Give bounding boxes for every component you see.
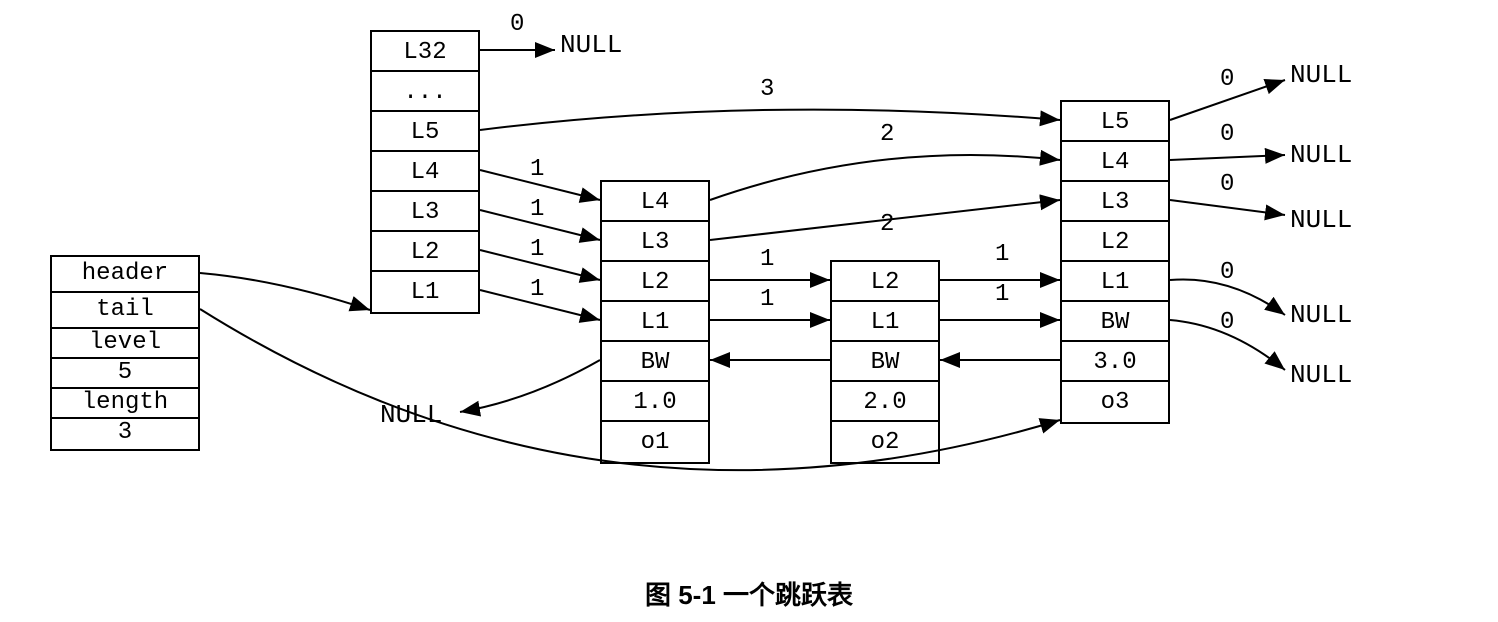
node-cell: L3 <box>1062 182 1168 222</box>
arrow <box>1170 80 1285 120</box>
node-cell: L1 <box>602 302 708 342</box>
arrow-span-label: 1 <box>530 276 544 303</box>
skiplist-struct: headertaillevel5length3 <box>50 255 200 451</box>
node-cell: L2 <box>372 232 478 272</box>
arrow-span-label: 0 <box>1220 66 1234 93</box>
arrow <box>460 360 600 412</box>
node-cell: L2 <box>602 262 708 302</box>
arrow <box>710 155 1060 200</box>
arrow-span-label: 0 <box>1220 121 1234 148</box>
node-cell: BW <box>602 342 708 382</box>
arrow <box>710 200 1060 240</box>
diagram-container: 0 3 1 1 1 1 2 2 1 1 1 1 0 0 0 0 0 图 5-1 一个跳跃表 headertail… <box>0 0 1498 622</box>
arrow-span-label: 0 <box>1220 309 1234 336</box>
node-cell: L2 <box>832 262 938 302</box>
node-cell: L32 <box>372 32 478 72</box>
null-label: NULL <box>1290 360 1352 390</box>
arrow-span-label: 1 <box>995 241 1009 268</box>
node-cell: tail <box>52 293 198 329</box>
arrow <box>480 250 600 280</box>
node-cell: ... <box>372 72 478 112</box>
arrow-span-label: 1 <box>995 281 1009 308</box>
arrow-span-label: 1 <box>530 156 544 183</box>
node-cell: L1 <box>372 272 478 312</box>
arrow-span-label: 3 <box>760 76 774 103</box>
node-cell: L1 <box>832 302 938 342</box>
node-cell: L3 <box>372 192 478 232</box>
arrow-span-label: 0 <box>1220 259 1234 286</box>
arrow-span-label: 1 <box>530 196 544 223</box>
arrow-span-label: 1 <box>530 236 544 263</box>
arrow-span-label: 2 <box>880 211 894 238</box>
node-cell: o2 <box>832 422 938 462</box>
node-cell: BW <box>1062 302 1168 342</box>
node-cell: L1 <box>1062 262 1168 302</box>
arrow <box>480 110 1060 130</box>
node-cell: L4 <box>1062 142 1168 182</box>
node-cell: 3.0 <box>1062 342 1168 382</box>
node-cell: L2 <box>1062 222 1168 262</box>
null-label: NULL <box>380 400 442 430</box>
node-cell: L3 <box>602 222 708 262</box>
arrow <box>200 273 370 310</box>
node-cell: level <box>52 329 198 359</box>
node-cell: L5 <box>372 112 478 152</box>
node-cell: 5 <box>52 359 198 389</box>
arrow <box>1170 320 1285 370</box>
figure-caption: 图 5-1 一个跳跃表 <box>0 575 1498 612</box>
arrow <box>480 170 600 200</box>
arrow <box>480 290 600 320</box>
arrows-layer: 0 3 1 1 1 1 2 2 1 1 1 1 0 0 0 0 0 <box>0 0 1498 622</box>
node-cell: 3 <box>52 419 198 449</box>
node-o3: L5L4L3L2L1BW3.0o3 <box>1060 100 1170 424</box>
null-label: NULL <box>560 30 622 60</box>
null-label: NULL <box>1290 140 1352 170</box>
node-cell: header <box>52 257 198 293</box>
node-cell: length <box>52 389 198 419</box>
node-cell: L4 <box>602 182 708 222</box>
null-label: NULL <box>1290 60 1352 90</box>
arrow <box>1170 155 1285 160</box>
arrow <box>1170 200 1285 215</box>
node-cell: 2.0 <box>832 382 938 422</box>
node-o1: L4L3L2L1BW1.0o1 <box>600 180 710 464</box>
arrow-span-label: 1 <box>760 246 774 273</box>
arrow <box>1170 279 1285 315</box>
node-cell: BW <box>832 342 938 382</box>
node-cell: 1.0 <box>602 382 708 422</box>
arrow-span-label: 0 <box>510 11 524 38</box>
header-node: L32...L5L4L3L2L1 <box>370 30 480 314</box>
node-cell: L4 <box>372 152 478 192</box>
node-cell: o1 <box>602 422 708 462</box>
arrow <box>480 210 600 240</box>
null-label: NULL <box>1290 205 1352 235</box>
arrow-span-label: 2 <box>880 121 894 148</box>
arrow-span-label: 0 <box>1220 171 1234 198</box>
node-o2: L2L1BW2.0o2 <box>830 260 940 464</box>
node-cell: o3 <box>1062 382 1168 422</box>
arrow-span-label: 1 <box>760 286 774 313</box>
node-cell: L5 <box>1062 102 1168 142</box>
null-label: NULL <box>1290 300 1352 330</box>
